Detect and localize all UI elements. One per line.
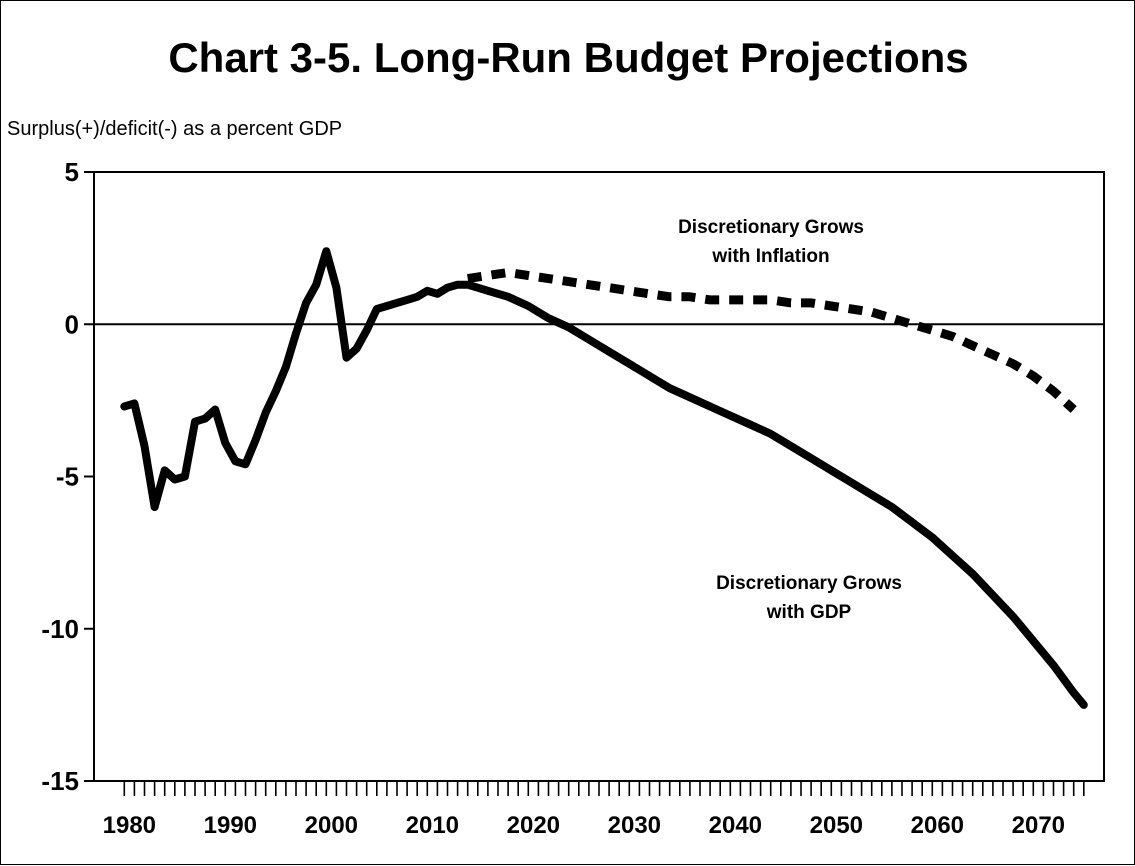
x-tick-label: 2010 bbox=[406, 812, 459, 839]
annotation-inflation: Discretionary Grows bbox=[678, 217, 864, 238]
x-tick-label: 2060 bbox=[911, 812, 964, 839]
y-tick-label: -10 bbox=[41, 614, 79, 644]
plot-area-border bbox=[93, 171, 1105, 782]
series-line-inflation bbox=[467, 268, 1077, 413]
annotations-group: Discretionary Grows with Inflation Discret… bbox=[678, 217, 902, 623]
x-tick-label: 2040 bbox=[709, 812, 762, 839]
x-tick-label: 2050 bbox=[810, 812, 863, 839]
series-group bbox=[120, 247, 1088, 709]
x-tick-label: 2070 bbox=[1012, 812, 1065, 839]
tick-labels-group: 5 0 -5 -10 -15 1980 1990 2000 2010 2020 2030 2040 20… bbox=[41, 157, 1065, 839]
x-tick-label: 1980 bbox=[103, 812, 156, 839]
x-tick-label: 2000 bbox=[305, 812, 358, 839]
y-tick-label: 0 bbox=[65, 309, 79, 339]
x-tick-label: 1990 bbox=[204, 812, 257, 839]
chart-title: Chart 3-5. Long-Run Budget Projections bbox=[168, 34, 969, 81]
annotation-inflation: with Inflation bbox=[711, 246, 829, 267]
annotation-gdp: Discretionary Grows bbox=[716, 573, 902, 594]
series-line-gdp bbox=[120, 247, 1088, 709]
x-tick-label: 2030 bbox=[608, 812, 661, 839]
x-tick-label: 2020 bbox=[507, 812, 560, 839]
y-tick-label: 5 bbox=[65, 157, 79, 187]
y-tick-label: -5 bbox=[56, 462, 79, 492]
y-tick-label: -15 bbox=[41, 766, 79, 796]
y-axis-label: Surplus(+)/deficit(-) as a percent GDP bbox=[7, 118, 343, 140]
axes-group bbox=[84, 171, 1105, 796]
annotation-gdp: with GDP bbox=[766, 602, 852, 623]
